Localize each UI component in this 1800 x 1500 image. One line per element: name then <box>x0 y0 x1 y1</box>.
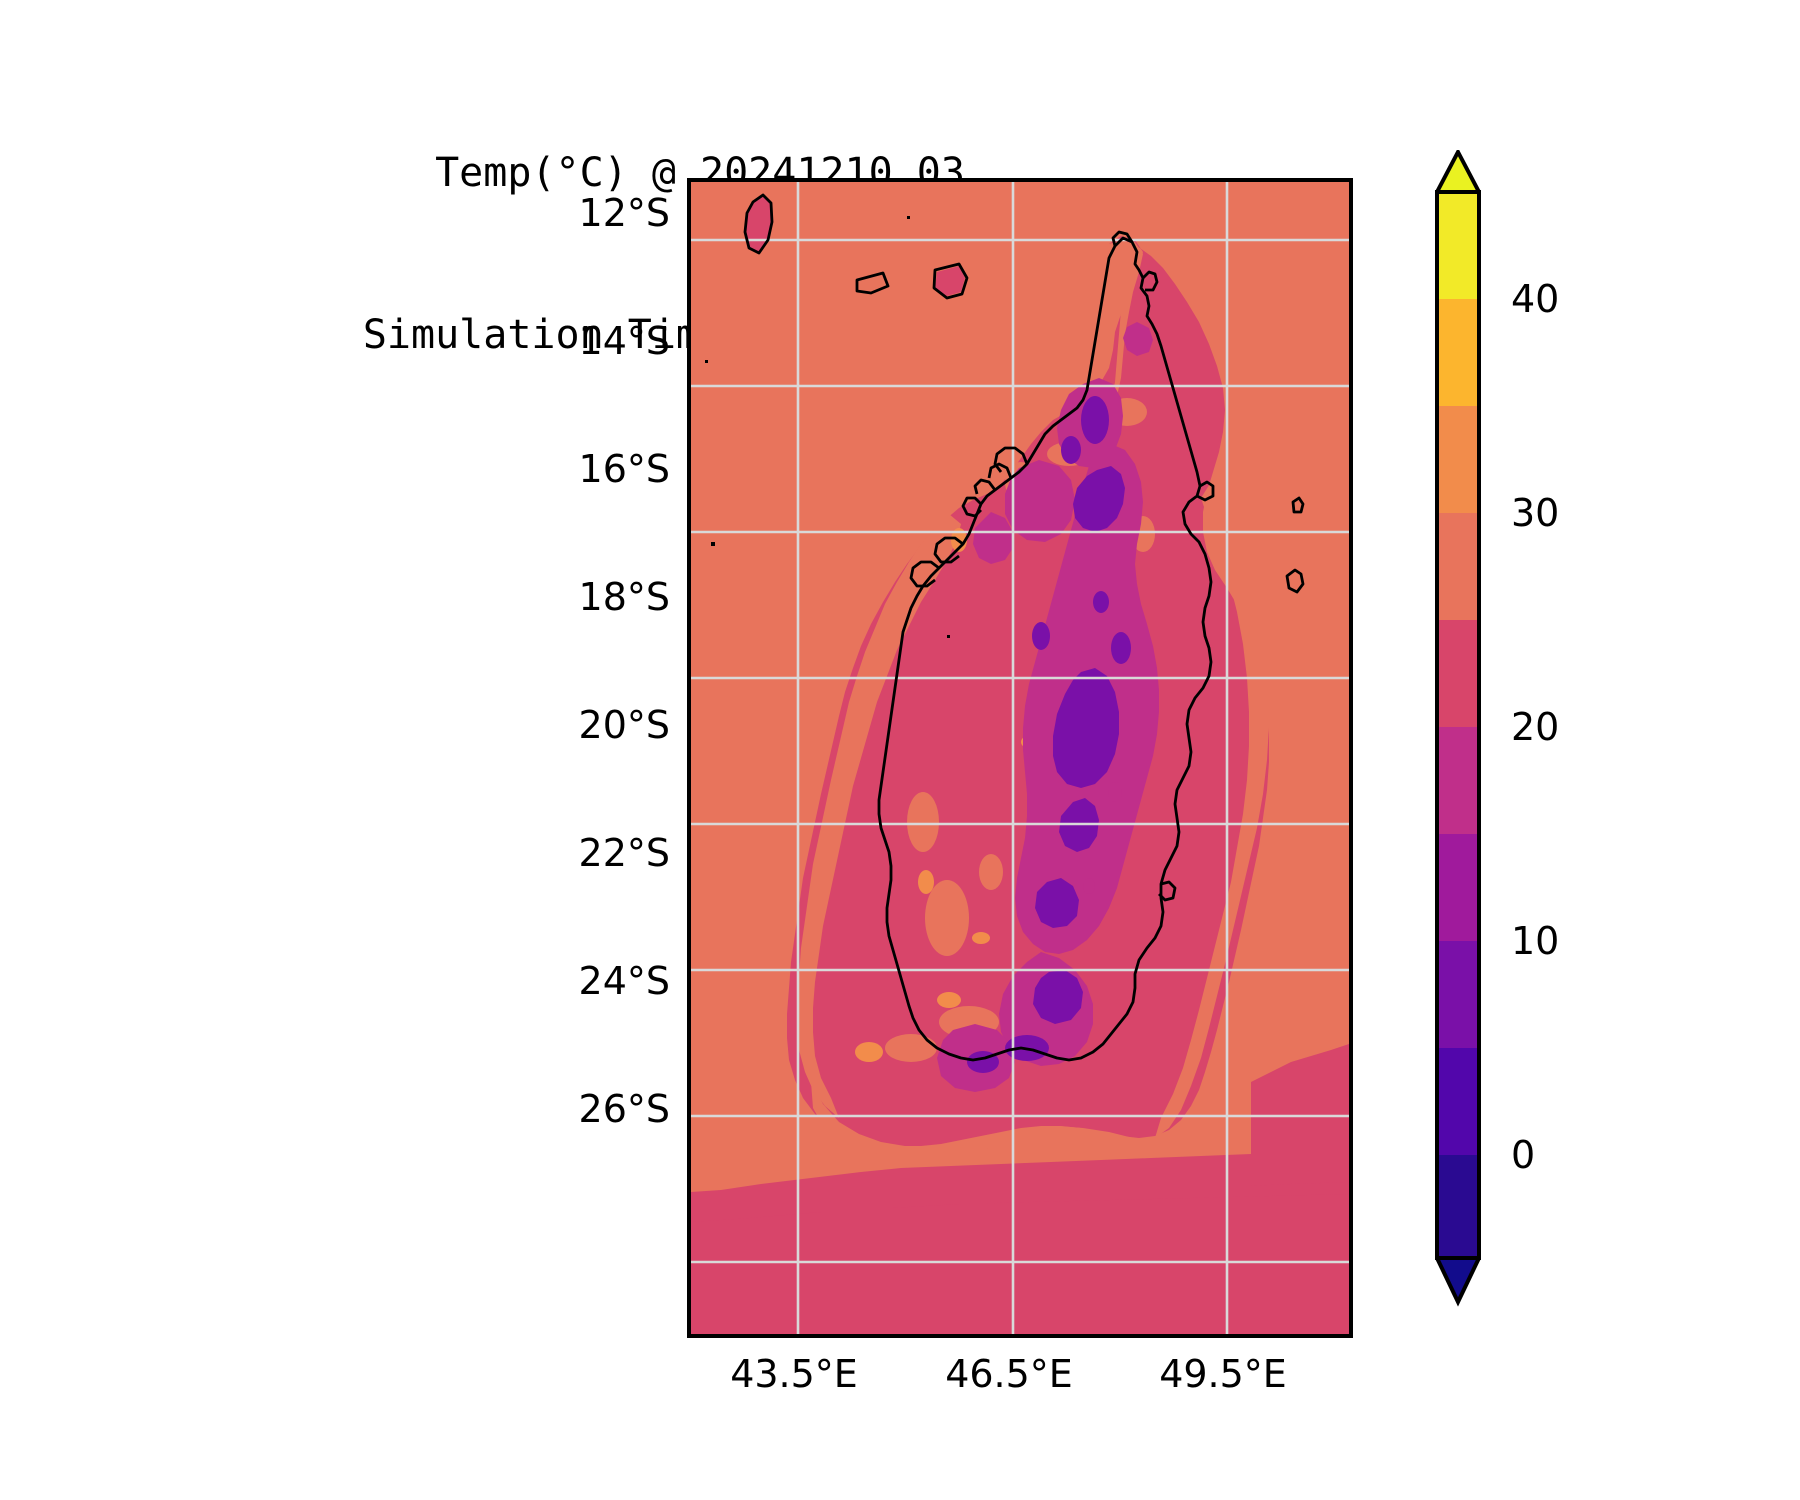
ytick-label-12S: 12°S <box>578 191 670 235</box>
ytick-label-16S: 16°S <box>578 447 670 491</box>
colorbar-gradient <box>1435 150 1481 1307</box>
xtick-label-46-5E: 46.5°E <box>945 1352 1073 1396</box>
ytick-label-18S: 18°S <box>578 575 670 619</box>
colorbar-tick-20: 20 <box>1511 705 1560 749</box>
colorbar-tick-40: 40 <box>1511 277 1560 321</box>
ytick-label-26S: 26°S <box>578 1087 670 1131</box>
ytick-label-24S: 24°S <box>578 959 670 1003</box>
map-axes <box>687 178 1353 1338</box>
temperature-colorbar[interactable]: 40 30 20 10 0 <box>1435 150 1559 1346</box>
temperature-contour-fill <box>691 182 1349 1334</box>
colorbar-tick-30: 30 <box>1511 491 1560 535</box>
ytick-label-22S: 22°S <box>578 831 670 875</box>
ytick-label-14S: 14°S <box>578 319 670 363</box>
xtick-label-49-5E: 49.5°E <box>1159 1352 1287 1396</box>
ytick-label-20S: 20°S <box>578 703 670 747</box>
colorbar-tick-10: 10 <box>1511 919 1560 963</box>
colorbar-tick-0: 0 <box>1511 1133 1536 1177</box>
xtick-label-43-5E: 43.5°E <box>730 1352 858 1396</box>
